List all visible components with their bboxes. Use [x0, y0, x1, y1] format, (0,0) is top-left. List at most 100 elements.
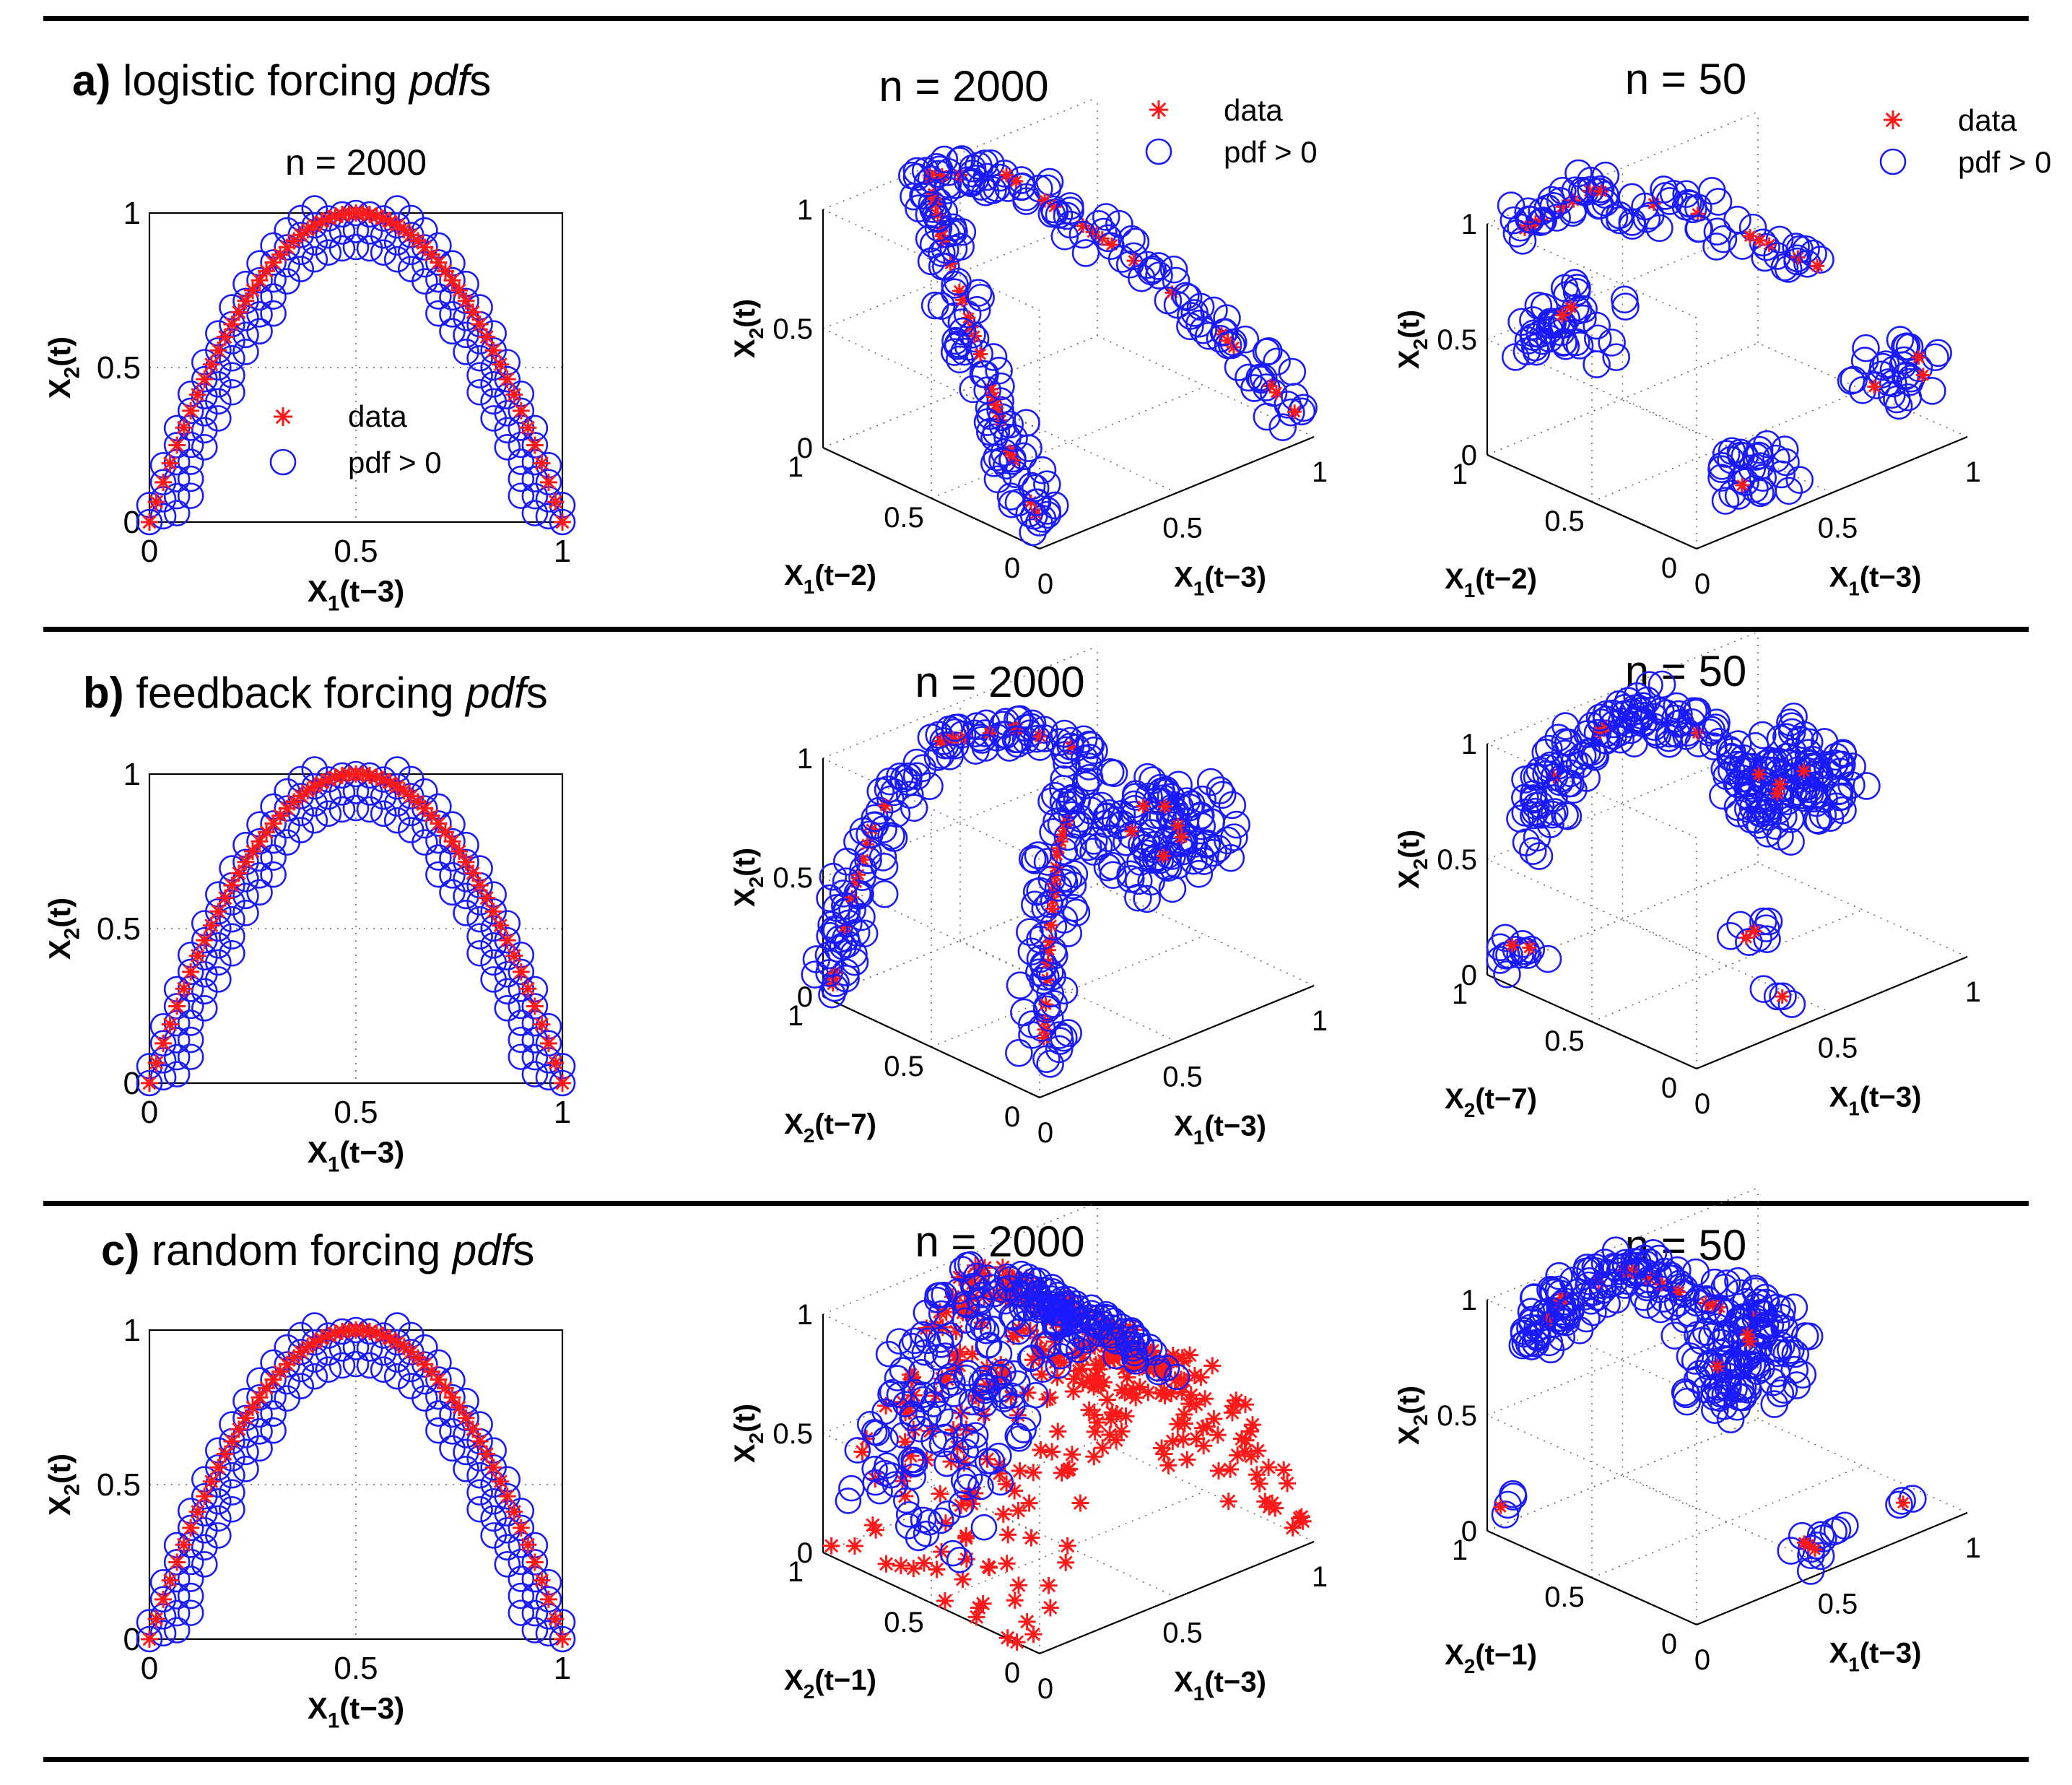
pdf-point — [985, 1363, 1012, 1391]
pdf-point — [439, 266, 466, 294]
pdf-point — [1924, 339, 1952, 368]
pdf-point — [910, 181, 939, 210]
grid-line — [822, 335, 1098, 448]
data-point — [967, 1256, 985, 1274]
x-axis — [1039, 1540, 1315, 1655]
pdf-point — [941, 278, 969, 307]
data-point — [395, 782, 413, 800]
x-tick-label: 1 — [554, 1651, 571, 1686]
data-point — [967, 1608, 985, 1626]
pdf-point — [1079, 827, 1108, 855]
pdf-point — [521, 1549, 549, 1576]
data-point — [326, 1324, 344, 1342]
x-tick-label: 0 — [1037, 1673, 1053, 1705]
pdf-point — [205, 1454, 232, 1481]
data-point — [944, 1421, 962, 1439]
data-point — [1210, 1462, 1227, 1480]
pdf-point — [508, 1009, 535, 1036]
pdf-point — [933, 1450, 960, 1477]
z-axis-label: X2(t) — [1393, 310, 1432, 369]
pdf-point — [163, 1583, 191, 1610]
data-point — [1153, 1439, 1171, 1457]
data-point — [1094, 231, 1110, 246]
pdf-point — [149, 503, 177, 530]
pdf-point — [1133, 885, 1161, 913]
data-point — [1047, 877, 1062, 892]
pdf-point — [1743, 1357, 1772, 1386]
data-point — [1019, 1384, 1037, 1402]
data-point — [1195, 1437, 1213, 1455]
data-point — [147, 492, 165, 511]
pdf-point — [1853, 772, 1881, 800]
data-point — [1911, 349, 1926, 365]
data-point — [1192, 1368, 1210, 1386]
data-point — [1710, 1359, 1725, 1374]
pdf-point — [1777, 712, 1806, 741]
data-point — [1041, 942, 1056, 957]
data-point — [1043, 918, 1058, 933]
data-point — [539, 473, 557, 491]
pdf-point — [1829, 796, 1857, 825]
pdf-point — [439, 318, 466, 345]
data-point — [1287, 404, 1302, 420]
z-axis-label: X2(t) — [729, 299, 767, 358]
separator-bc — [43, 1201, 2029, 1206]
data-point — [936, 1592, 954, 1610]
pdf-point — [163, 1599, 191, 1627]
pdf-point — [1078, 1300, 1105, 1326]
data-point — [1884, 110, 1902, 129]
data-point — [1058, 820, 1073, 835]
pdf-point — [232, 900, 259, 926]
data-point — [1085, 1448, 1103, 1466]
pdf-point — [412, 268, 438, 295]
y-tick-label: 0.5 — [1544, 1025, 1585, 1057]
pdf-point — [1723, 205, 1751, 234]
data-point — [837, 919, 852, 934]
y-tick-label: 0.5 — [97, 1467, 141, 1503]
data-point — [554, 1074, 571, 1092]
pdf-point — [838, 1475, 865, 1502]
pdf-point — [963, 1262, 991, 1290]
data-point — [319, 770, 337, 789]
pdf-point — [1726, 1375, 1755, 1403]
pdf-point — [535, 1030, 562, 1057]
pdf-point — [1806, 1542, 1835, 1571]
data-point — [950, 1268, 968, 1286]
data-point — [945, 731, 960, 747]
data-point — [1690, 207, 1705, 222]
data-point — [1742, 1334, 1757, 1349]
pdf-point — [1655, 729, 1684, 758]
pdf-point — [370, 205, 397, 232]
data-point — [202, 355, 220, 373]
data-point — [1050, 848, 1064, 862]
pdf-point — [1121, 780, 1150, 808]
data-point — [822, 1537, 840, 1555]
pdf-point — [1672, 1380, 1701, 1409]
pdf-point — [149, 1620, 177, 1647]
z-tick-label: 0.5 — [1437, 844, 1477, 876]
data-point — [983, 382, 998, 397]
pdf-point — [1698, 1322, 1726, 1351]
pdf-point — [549, 1625, 576, 1653]
pdf-point — [383, 246, 411, 273]
pdf-point — [370, 1356, 397, 1383]
pdf-point — [865, 796, 894, 825]
pdf-point — [1039, 1277, 1066, 1305]
pdf-point — [356, 1352, 383, 1379]
data-point — [1113, 1381, 1131, 1399]
pdf-point — [260, 1366, 287, 1393]
data-point — [1162, 1384, 1180, 1402]
z-axis-label: X2(t) — [1393, 830, 1432, 889]
x-tick-label: 1 — [1312, 456, 1328, 488]
pdf-point — [879, 824, 908, 852]
pdf-point — [494, 434, 521, 461]
pdf-point — [900, 794, 928, 822]
data-point — [1188, 1430, 1206, 1448]
y-tick-label: 0.5 — [97, 911, 141, 947]
pdf-point — [1499, 1482, 1528, 1511]
pdf-point — [1085, 1303, 1113, 1331]
